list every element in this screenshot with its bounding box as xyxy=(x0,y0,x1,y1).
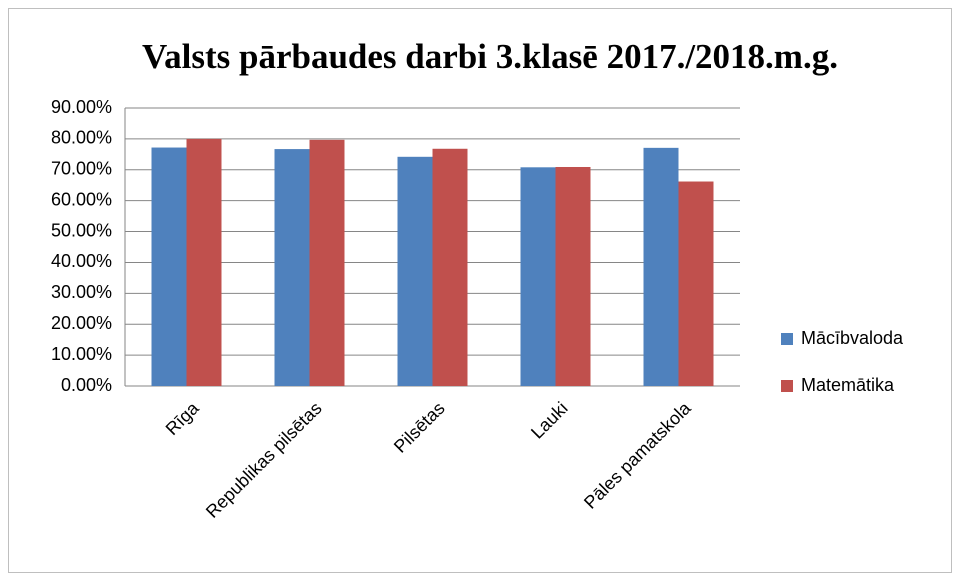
legend-swatch xyxy=(781,333,793,345)
y-tick-label: 10.00% xyxy=(51,344,112,364)
y-tick-label: 30.00% xyxy=(51,282,112,302)
legend-label: Mācībvaloda xyxy=(801,328,904,348)
bar xyxy=(643,147,679,386)
bar xyxy=(309,139,345,386)
y-tick-label: 70.00% xyxy=(51,159,112,179)
y-tick-label: 90.00% xyxy=(51,97,112,117)
y-tick-label: 80.00% xyxy=(51,128,112,148)
y-tick-label: 20.00% xyxy=(51,313,112,333)
y-tick-label: 0.00% xyxy=(61,375,112,395)
chart-border xyxy=(8,8,952,573)
bar xyxy=(520,167,556,386)
bar xyxy=(274,149,310,386)
legend-label: Matemātika xyxy=(801,375,895,395)
legend-swatch xyxy=(781,380,793,392)
bar xyxy=(555,166,591,386)
y-tick-label: 50.00% xyxy=(51,220,112,240)
y-tick-label: 60.00% xyxy=(51,189,112,209)
bar xyxy=(678,181,714,386)
bar xyxy=(397,156,433,386)
bar xyxy=(432,148,468,386)
bar xyxy=(151,147,187,386)
chart-title: Valsts pārbaudes darbi 3.klasē 2017./201… xyxy=(142,37,838,76)
bar xyxy=(186,138,222,386)
y-tick-label: 40.00% xyxy=(51,251,112,271)
